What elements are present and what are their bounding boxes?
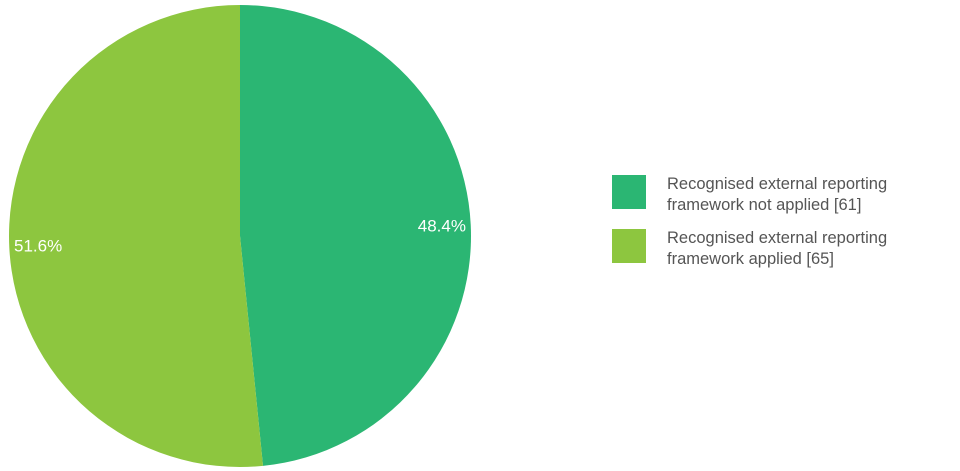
slice-percent-label: 48.4% <box>418 216 466 235</box>
legend-label-not-applied: Recognised external reporting framework … <box>667 174 960 216</box>
legend-label-line: Recognised external reporting <box>667 229 888 247</box>
pie-chart: 48.4% 51.6% <box>8 5 471 467</box>
legend-label-line: Recognised external reporting <box>667 175 888 193</box>
legend-label-applied: Recognised external reporting framework … <box>667 228 960 270</box>
pie-slices <box>8 5 471 467</box>
legend-label-line: framework applied [65] <box>667 250 834 268</box>
legend-label-line: framework not applied [61] <box>667 196 862 214</box>
legend: Recognised external reporting framework … <box>612 172 960 280</box>
pie-labels: 48.4% 51.6% <box>14 216 466 255</box>
legend-item-not-applied: Recognised external reporting framework … <box>612 172 960 226</box>
legend-swatch-applied <box>612 229 646 263</box>
pie-slice <box>8 5 264 467</box>
slice-percent-label: 51.6% <box>14 237 62 256</box>
pie-slice <box>240 5 471 466</box>
legend-swatch-not-applied <box>612 175 646 209</box>
legend-item-applied: Recognised external reporting framework … <box>612 226 960 280</box>
